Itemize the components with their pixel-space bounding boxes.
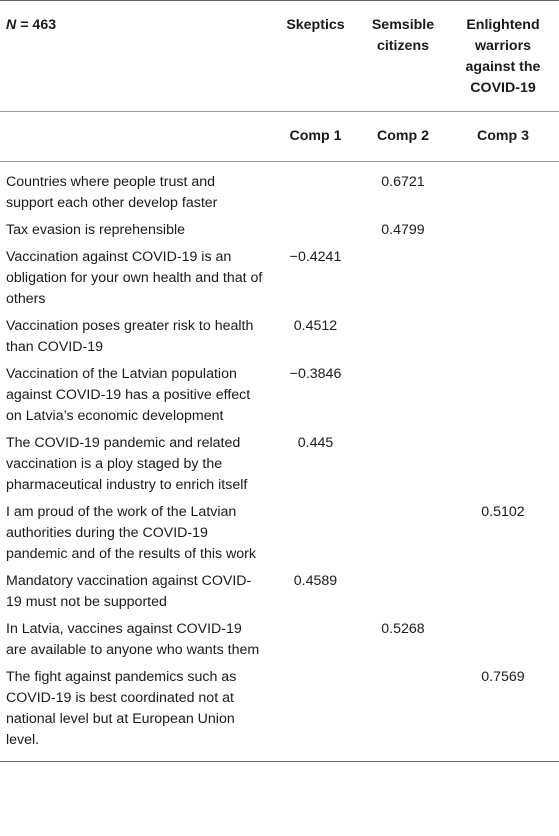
loading-comp-1 (272, 500, 359, 569)
row-label: Vaccination against COVID-19 is an oblig… (6, 249, 263, 307)
sample-size: N = 463 (0, 0, 272, 112)
loading-comp-1: 0.4589 (293, 573, 338, 589)
loading-comp-3 (447, 569, 559, 617)
loading-comp-3 (447, 362, 559, 431)
loading-comp-3 (447, 617, 559, 665)
loading-comp-3 (447, 431, 559, 500)
table-row: Tax evasion is reprehensible 0.4799 (0, 218, 559, 245)
row-label: Vaccination poses greater risk to health… (6, 318, 254, 355)
loading-comp-2 (359, 245, 447, 314)
loading-comp-1: 0.445 (297, 435, 334, 451)
loading-comp-2 (359, 665, 447, 762)
row-label: In Latvia, vaccines against COVID-19 are… (6, 621, 260, 658)
table-row: I am proud of the work of the Latvian au… (0, 500, 559, 569)
table-row: Mandatory vaccination against COVID-19 m… (0, 569, 559, 617)
table-body: Countries where people trust and support… (0, 162, 559, 762)
row-label: The COVID-19 pandemic and related vaccin… (6, 435, 248, 493)
group-header-row: N = 463 Skeptics Semsible citizens Enlig… (0, 0, 559, 112)
loading-comp-2: 0.4799 (381, 222, 425, 238)
table-row: The COVID-19 pandemic and related vaccin… (0, 431, 559, 500)
row-label: The fight against pandemics such as COVI… (0, 665, 272, 762)
loading-comp-3 (447, 245, 559, 314)
loading-comp-2 (359, 314, 447, 362)
component-header-row: Comp 1 Comp 2 Comp 3 (0, 111, 559, 162)
table-row: Vaccination poses greater risk to health… (0, 314, 559, 362)
table-row: Vaccination against COVID-19 is an oblig… (0, 245, 559, 314)
row-label: I am proud of the work of the Latvian au… (6, 504, 256, 562)
loading-comp-2: 0.5268 (381, 621, 425, 637)
loading-comp-2 (359, 362, 447, 431)
loading-comp-2: 0.6721 (381, 174, 425, 190)
loading-comp-3 (447, 162, 559, 219)
table-row: In Latvia, vaccines against COVID-19 are… (0, 617, 559, 665)
loading-comp-3 (447, 218, 559, 245)
loading-comp-3: 0.7569 (447, 665, 559, 762)
row-label: Countries where people trust and support… (6, 174, 218, 211)
loading-comp-1: −0.3846 (289, 366, 342, 382)
loading-comp-3 (447, 314, 559, 362)
table-row: Countries where people trust and support… (0, 162, 559, 219)
loading-comp-1: 0.4512 (293, 318, 338, 334)
row-label: Tax evasion is reprehensible (6, 222, 186, 238)
loading-comp-3: 0.5102 (481, 504, 525, 520)
component-header-3: Comp 3 (447, 111, 559, 162)
table-header: N = 463 Skeptics Semsible citizens Enlig… (0, 0, 559, 162)
loading-comp-1 (272, 665, 359, 762)
row-label: Mandatory vaccination against COVID-19 m… (6, 573, 252, 610)
table-row: The fight against pandemics such as COVI… (0, 665, 559, 762)
loading-comp-1 (272, 218, 359, 245)
group-header-sensible-citizens: Semsible citizens (359, 0, 447, 112)
component-header-1: Comp 1 (272, 111, 359, 162)
loading-comp-1: −0.4241 (289, 249, 342, 265)
loading-comp-1 (272, 162, 359, 219)
loading-comp-2 (359, 569, 447, 617)
table-row: Vaccination of the Latvian population ag… (0, 362, 559, 431)
group-header-skeptics: Skeptics (272, 0, 359, 112)
loadings-table: N = 463 Skeptics Semsible citizens Enlig… (0, 0, 559, 762)
sample-size-symbol: N (6, 17, 17, 33)
loading-comp-2 (359, 431, 447, 500)
loading-comp-2 (359, 500, 447, 569)
component-header-2: Comp 2 (359, 111, 447, 162)
component-header-empty (0, 111, 272, 162)
loading-comp-1 (272, 617, 359, 665)
group-header-enlightened-warriors: Enlightend warriors against the COVID-19 (447, 0, 559, 112)
row-label: Vaccination of the Latvian population ag… (6, 366, 251, 424)
sample-size-value: = 463 (20, 17, 57, 33)
